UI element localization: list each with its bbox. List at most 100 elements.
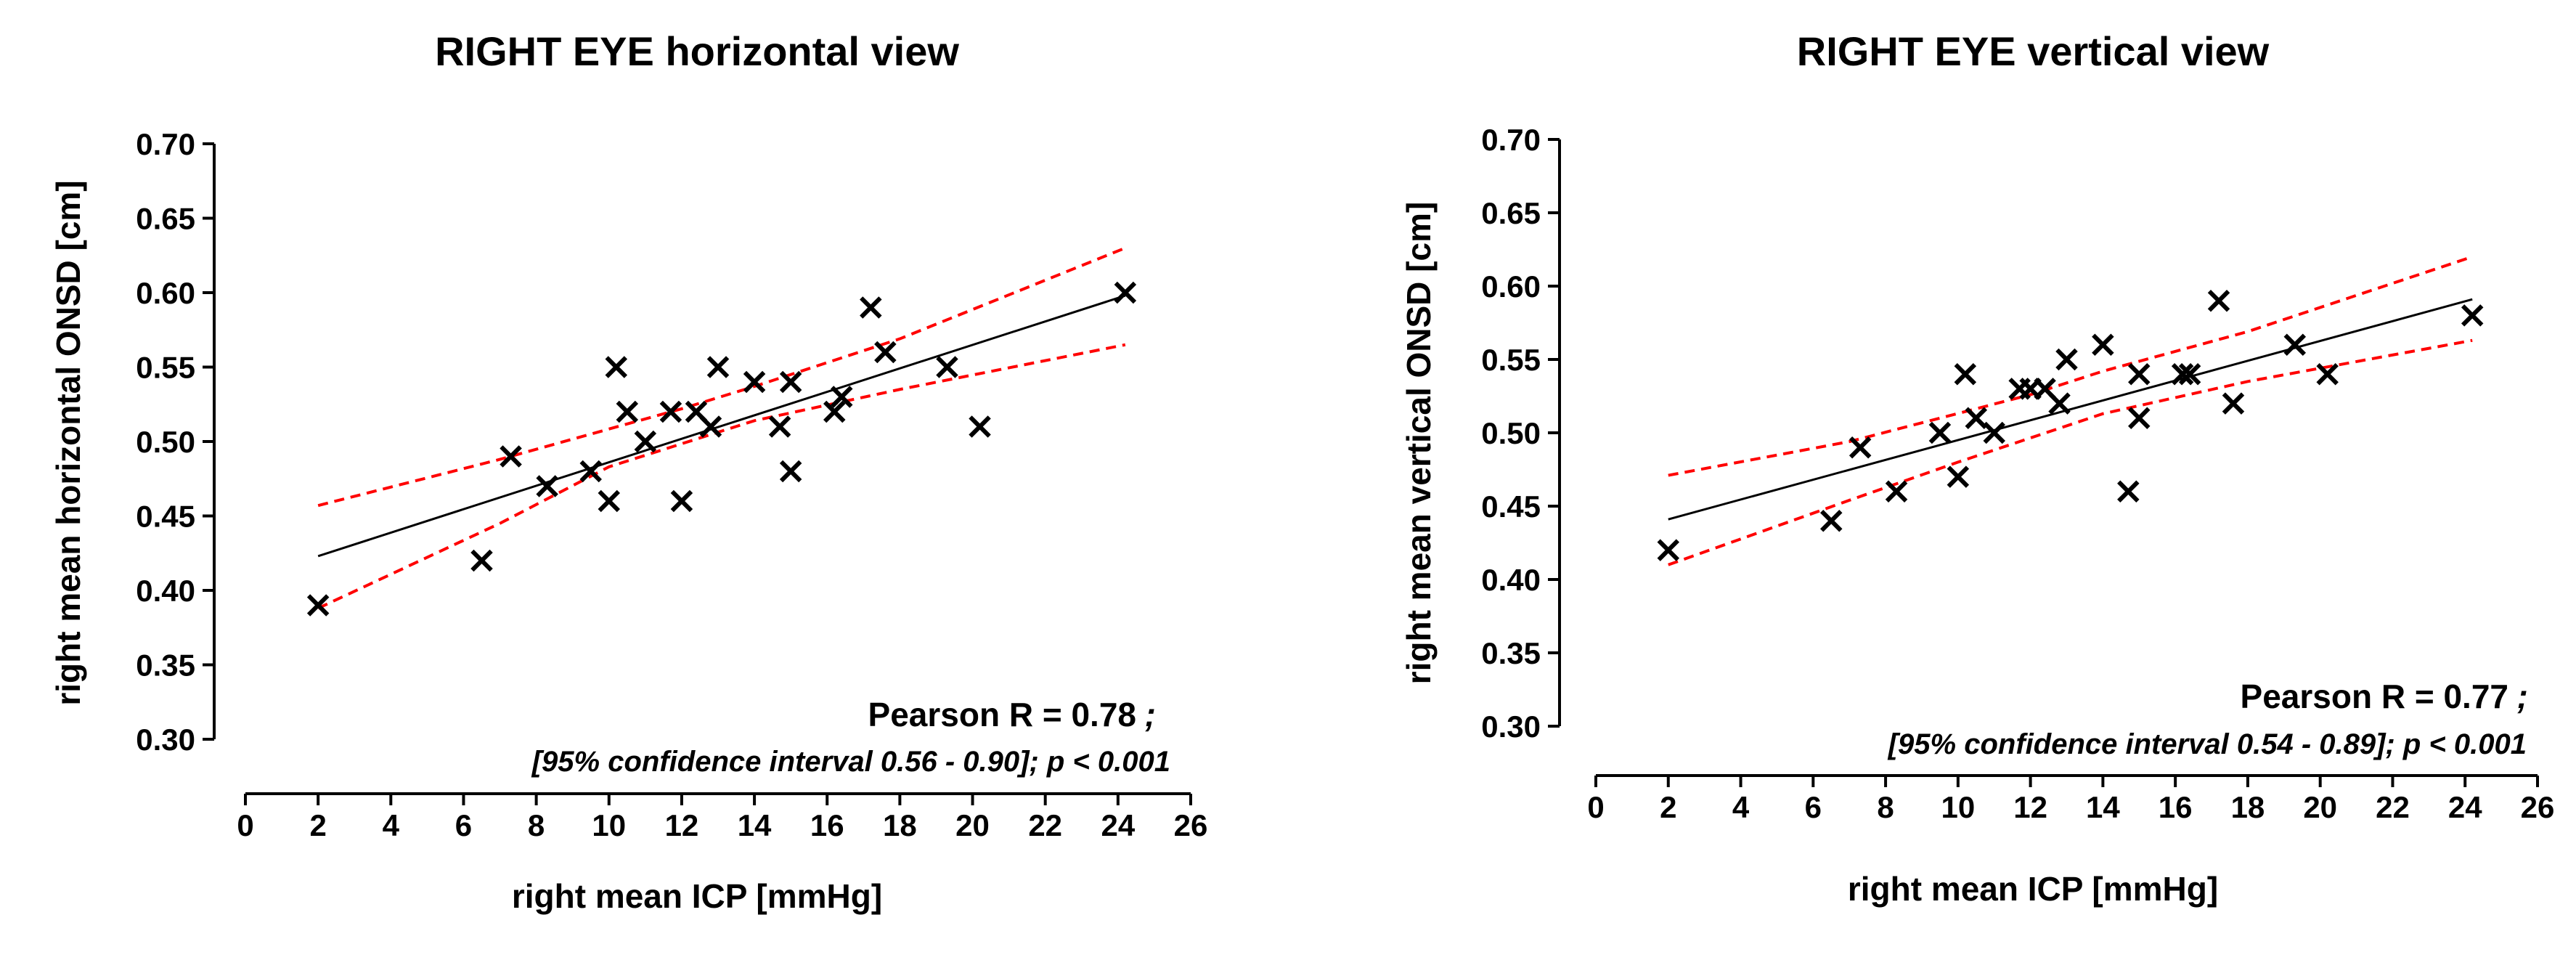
right-data-point-stroke [2222, 392, 2245, 415]
left-x-tick-label: 18 [883, 808, 917, 842]
right-data-point [2222, 392, 2245, 415]
right-x-tick-label: 22 [2376, 790, 2410, 824]
left-data-point [860, 296, 882, 319]
right-data-point-stroke [2171, 362, 2194, 386]
right-data-point-stroke [2128, 362, 2151, 386]
right-y-tick-label: 0.35 [1481, 636, 1541, 670]
left-y-tick-label: 0.40 [136, 574, 195, 608]
left-ci-upper-line [317, 246, 1126, 508]
left-data-point [699, 415, 722, 438]
right-x-tick-label: 26 [2521, 790, 2555, 824]
right-data-point-stroke [2461, 304, 2484, 327]
right-data-point [2207, 289, 2230, 312]
right-confidence-interval-label: [95% confidence interval 0.54 - 0.89]; p… [1887, 728, 2527, 760]
left-x-tick-label: 20 [955, 808, 990, 842]
left-data-point [579, 460, 602, 483]
left-chart-panel: RIGHT EYE horizontal view right mean hor… [49, 28, 1207, 915]
left-data-point [306, 594, 330, 617]
right-data-point [1947, 465, 1970, 488]
left-x-tick-label: 4 [383, 808, 400, 842]
left-data-point [500, 445, 522, 468]
left-data-point-stroke [969, 415, 991, 438]
right-chart-title: RIGHT EYE vertical view [1797, 28, 2270, 74]
right-x-tick-label: 16 [2159, 790, 2193, 824]
left-y-axis-label: right mean horizontal ONSD [cm] [49, 180, 87, 705]
right-data-point-stroke [1657, 539, 1680, 561]
left-data-point [831, 386, 853, 408]
right-data-point-stroke [2128, 407, 2151, 430]
left-data-point-stroke [779, 460, 802, 483]
left-data-point-stroke [536, 475, 558, 497]
left-data-point [823, 400, 846, 423]
right-x-tick-label: 2 [1660, 790, 1676, 824]
right-x-tick-label: 6 [1805, 790, 1822, 824]
right-data-point [1885, 480, 1908, 503]
left-x-axis-label: right mean ICP [mmHg] [512, 877, 882, 915]
left-ci-lower-line [317, 343, 1126, 610]
left-y-tick-label: 0.65 [136, 202, 195, 236]
left-data-point-stroke [685, 400, 708, 423]
right-pearson-r-label: Pearson R = 0.77 [2241, 678, 2508, 715]
right-ci-lower-line [1668, 338, 2473, 566]
right-data-point [1983, 421, 2005, 444]
right-data-point [2117, 480, 2140, 503]
right-x-tick-label: 18 [2231, 790, 2265, 824]
left-data-point-stroke [699, 415, 722, 438]
right-data-point [2461, 304, 2484, 327]
left-data-point [659, 400, 682, 423]
left-pearson-r-separator: ; [1145, 696, 1156, 733]
right-data-point [1657, 539, 1680, 561]
right-data-point-stroke [2092, 333, 2114, 357]
right-chart-panel: RIGHT EYE vertical view right mean verti… [1400, 28, 2554, 908]
left-data-point-stroke [1114, 281, 1137, 304]
left-data-point-stroke [659, 400, 682, 423]
left-x-tick-label: 2 [309, 808, 326, 842]
left-data-point-stroke [306, 594, 330, 617]
left-x-tick-label: 22 [1028, 808, 1062, 842]
left-data-point [743, 370, 766, 394]
left-y-tick-label: 0.55 [136, 351, 195, 385]
left-data-point-stroke [598, 489, 621, 513]
right-data-point-stroke [2019, 378, 2042, 400]
left-data-point-stroke [500, 445, 522, 468]
left-data-point-stroke [634, 430, 657, 453]
left-data-point-stroke [860, 296, 882, 319]
left-data-point-stroke [779, 370, 802, 394]
right-data-point-stroke [1885, 480, 1908, 503]
right-data-point [2283, 333, 2307, 357]
left-data-point [598, 489, 621, 513]
right-y-tick-label: 0.70 [1481, 123, 1541, 157]
right-x-tick-label: 8 [1877, 790, 1894, 824]
right-x-tick-label: 10 [1941, 790, 1975, 824]
left-data-point [779, 370, 802, 394]
right-data-point [1849, 436, 1872, 459]
right-y-tick-label: 0.65 [1481, 196, 1541, 230]
left-data-point [470, 549, 493, 572]
left-confidence-interval-label: [95% confidence interval 0.56 - 0.90]; p… [531, 746, 1170, 778]
left-x-tick-label: 8 [528, 808, 545, 842]
right-y-tick-label: 0.50 [1481, 416, 1541, 450]
right-data-point [1820, 509, 1843, 532]
right-data-point [2128, 407, 2151, 430]
right-y-tick-label: 0.55 [1481, 343, 1541, 377]
right-ci-upper-line [1668, 255, 2473, 477]
right-x-tick-label: 24 [2448, 790, 2482, 824]
right-regression-line [1668, 298, 2473, 521]
right-data-point [2055, 348, 2078, 371]
left-x-tick-label: 26 [1174, 808, 1208, 842]
right-data-point [2171, 362, 2194, 386]
left-y-tick-label: 0.45 [136, 500, 195, 534]
left-x-tick-label: 0 [237, 808, 253, 842]
right-x-tick-label: 20 [2303, 790, 2337, 824]
left-y-tick-label: 0.30 [136, 723, 195, 757]
right-data-point-stroke [1965, 407, 1988, 430]
right-data-point-stroke [2178, 362, 2201, 386]
left-data-point [874, 341, 897, 364]
left-y-tick-label: 0.60 [136, 276, 195, 310]
left-pearson-r-label: Pearson R = 0.78 [868, 696, 1136, 733]
right-x-tick-label: 4 [1732, 790, 1750, 824]
right-data-point-stroke [2117, 480, 2140, 503]
left-y-tick-label: 0.35 [136, 648, 195, 683]
left-y-tick-label: 0.70 [136, 127, 195, 161]
